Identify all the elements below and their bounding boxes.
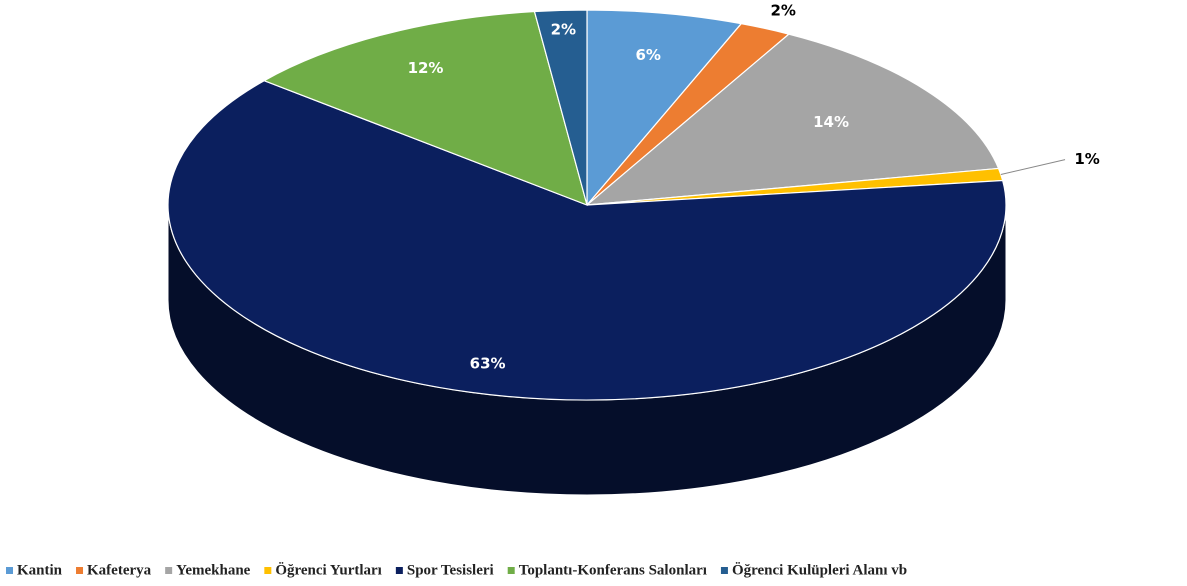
- legend-swatch: [76, 567, 84, 574]
- pie-slice: [585, 33, 1000, 206]
- pie-slice: [533, 9, 588, 206]
- legend-label: Yemekhane: [176, 562, 251, 578]
- data-label: 14%: [813, 113, 849, 131]
- legend-swatch: [264, 567, 272, 574]
- pie-slice: [167, 80, 1007, 401]
- legend-swatch: [395, 567, 403, 574]
- leader-line: [1000, 159, 1066, 175]
- legend-swatch: [720, 567, 728, 574]
- pie-slice: [586, 9, 743, 207]
- legend-label: Toplantı-Konferans Salonları: [519, 562, 707, 578]
- legend-label: Kantin: [17, 562, 63, 578]
- data-label: 1%: [1074, 150, 1099, 168]
- data-label: 2%: [551, 20, 576, 38]
- legend-label: Spor Tesisleri: [407, 562, 494, 578]
- pie-slice: [262, 10, 588, 206]
- data-label: 6%: [636, 46, 661, 64]
- data-label: 2%: [771, 1, 796, 19]
- legend-label: Kafeterya: [87, 562, 152, 578]
- legend-label: Öğrenci Kulüpleri Alanı vb: [732, 561, 907, 578]
- legend-label: Öğrenci Yurtları: [275, 561, 382, 578]
- data-label: 63%: [470, 355, 506, 373]
- legend-swatch: [507, 567, 515, 574]
- legend: Kantin Kafeterya Yemekhane Öğrenci Yurtları…: [6, 561, 907, 578]
- data-label: 12%: [408, 59, 444, 77]
- legend-swatch: [165, 567, 173, 574]
- legend-swatch: [6, 567, 13, 574]
